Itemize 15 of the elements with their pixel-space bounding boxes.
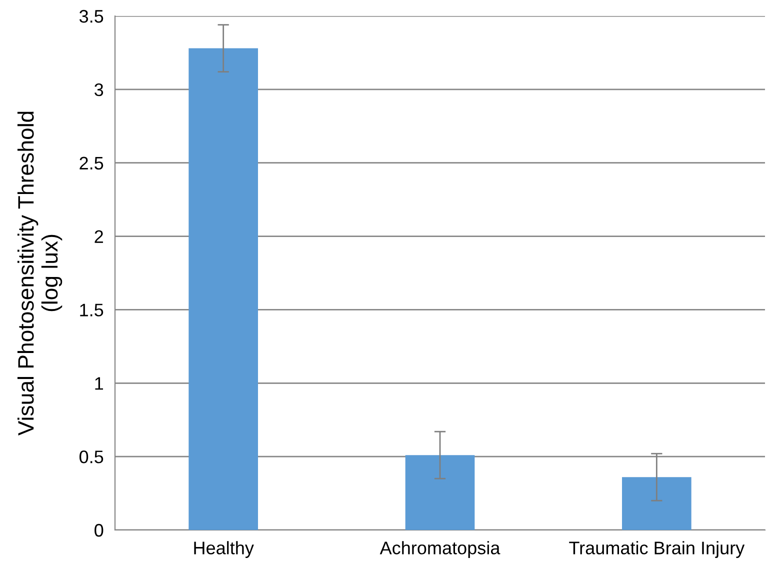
x-tick-label: Achromatopsia xyxy=(380,541,500,558)
y-tick-label: 0.5 xyxy=(79,450,104,464)
bar xyxy=(405,455,475,530)
y-tick-label: 0 xyxy=(94,524,104,537)
y-tick-label: 3 xyxy=(94,83,104,96)
y-tick-label: 1 xyxy=(95,377,104,390)
y-tick-label: 1.5 xyxy=(80,304,104,316)
y-tick-label: 2.5 xyxy=(80,156,104,170)
y-axis-title: Visual Photosensitivity Threshold (log lux) xyxy=(17,112,62,436)
y-tick-label: 3.5 xyxy=(79,10,104,23)
y-tick-label: 2 xyxy=(94,230,103,243)
x-tick-label: Traumatic Brain Injury xyxy=(569,541,745,558)
bar xyxy=(622,477,692,530)
x-tick-label: Healthy xyxy=(194,541,254,558)
bar xyxy=(188,48,258,530)
